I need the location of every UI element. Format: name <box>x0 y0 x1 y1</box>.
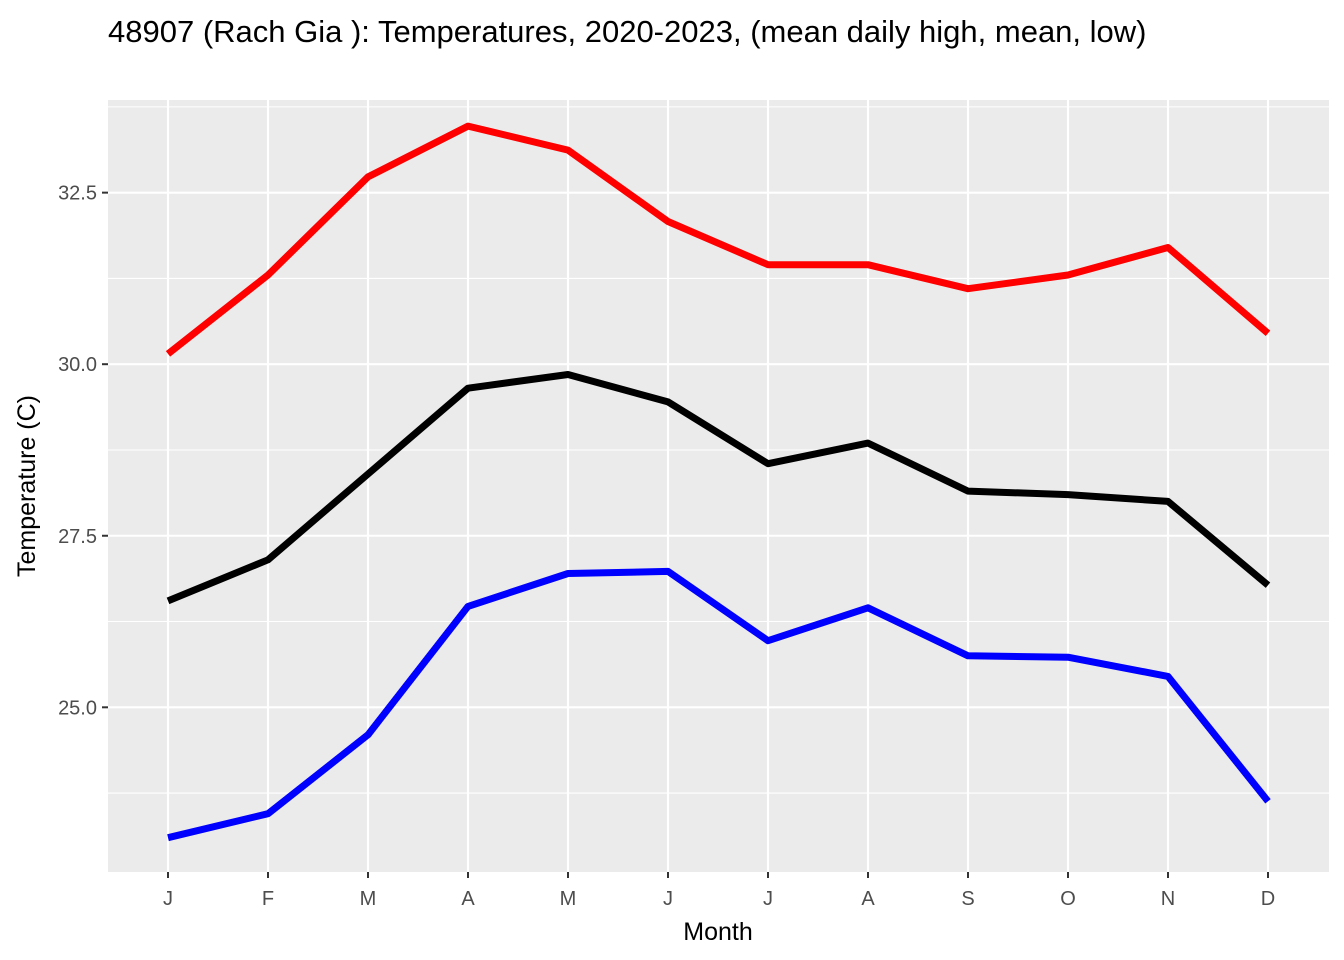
y-axis-title: Temperature (C) <box>13 395 41 577</box>
major-gridlines <box>108 100 1329 872</box>
series-lines <box>165 122 1271 842</box>
y-tick-label: 32.5 <box>58 183 97 205</box>
high-temperature-line <box>165 122 1271 357</box>
y-axis: 25.0 27.5 30.0 32.5 <box>58 183 108 719</box>
x-tick-label: F <box>262 888 274 910</box>
x-tick-label: J <box>663 888 673 910</box>
x-tick-label: A <box>861 888 875 910</box>
x-tick-label: S <box>961 888 974 910</box>
x-tick-label: N <box>1161 888 1175 910</box>
y-tick-label: 30.0 <box>58 354 97 376</box>
x-tick-label: J <box>163 888 173 910</box>
x-tick-label: M <box>360 888 377 910</box>
plot-panel <box>108 100 1329 872</box>
y-tick-label: 25.0 <box>58 697 97 719</box>
x-axis-title: Month <box>683 918 752 946</box>
chart-title: 48907 (Rach Gia ): Temperatures, 2020-20… <box>108 14 1147 49</box>
x-tick-label: M <box>560 888 577 910</box>
x-tick-label: D <box>1261 888 1275 910</box>
minor-gridlines <box>108 106 1329 794</box>
x-tick-label: J <box>763 888 773 910</box>
y-tick-label: 27.5 <box>58 526 97 548</box>
x-tick-label: A <box>461 888 475 910</box>
mean-temperature-line <box>166 371 1271 605</box>
x-tick-label: O <box>1060 888 1076 910</box>
low-temperature-line <box>167 567 1271 842</box>
